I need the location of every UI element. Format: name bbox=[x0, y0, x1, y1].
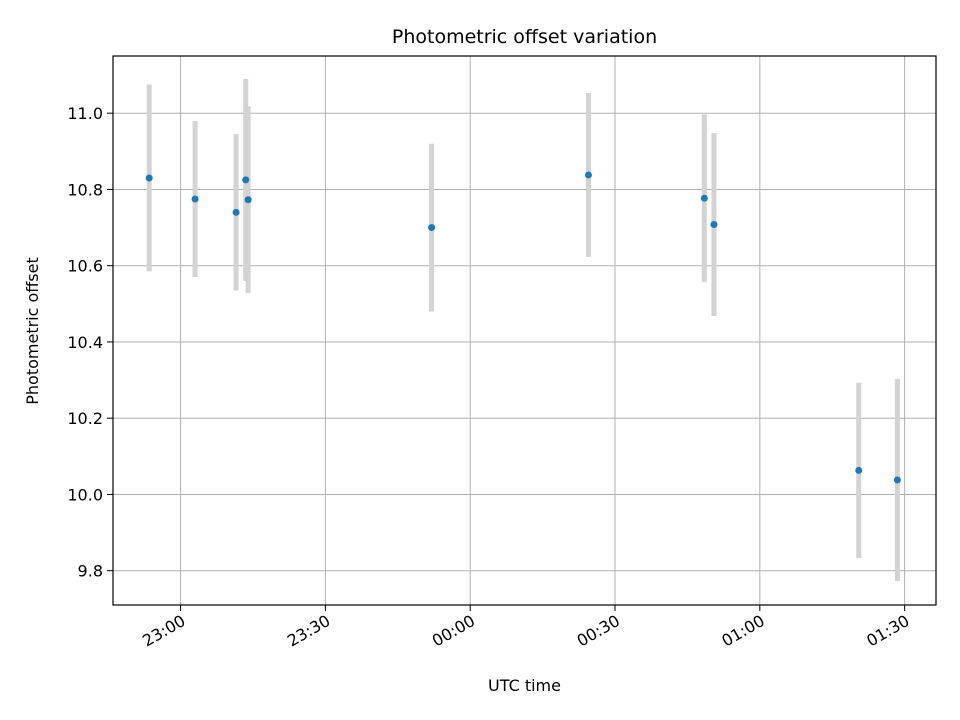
data-point bbox=[145, 174, 153, 182]
y-tick-label: 10.6 bbox=[67, 257, 103, 276]
y-axis-label: Photometric offset bbox=[23, 257, 42, 405]
plot-frame bbox=[112, 55, 937, 606]
data-point bbox=[700, 194, 708, 202]
data-point bbox=[191, 195, 199, 203]
data-point bbox=[428, 224, 436, 232]
data-point bbox=[232, 208, 240, 216]
y-tick-label: 10.2 bbox=[67, 409, 103, 428]
y-tick-label: 10.4 bbox=[67, 333, 103, 352]
chart-title: Photometric offset variation bbox=[392, 26, 657, 48]
data-point bbox=[710, 221, 718, 229]
data-point bbox=[855, 466, 863, 474]
data-point bbox=[244, 196, 252, 204]
data-point bbox=[242, 176, 250, 184]
y-tick-label: 10.8 bbox=[67, 180, 103, 199]
data-points bbox=[145, 171, 901, 484]
y-tick-label: 11.0 bbox=[67, 104, 103, 123]
data-point bbox=[893, 476, 901, 484]
data-point bbox=[584, 171, 592, 179]
y-axis-ticks: 9.8 10.0 10.2 10.4 10.6 10.8 11.0 bbox=[67, 104, 113, 581]
x-axis-label: UTC time bbox=[488, 676, 561, 695]
y-tick-label: 9.8 bbox=[78, 562, 103, 581]
y-tick-label: 10.0 bbox=[67, 485, 103, 504]
